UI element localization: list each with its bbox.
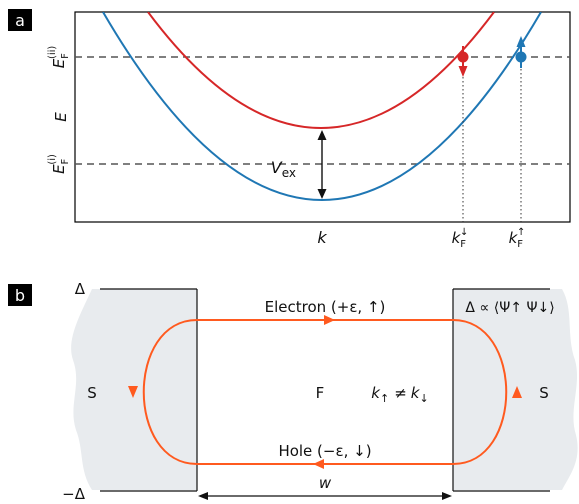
kf-up-label: kF↑ xyxy=(509,227,526,250)
width-arrowhead-left xyxy=(198,492,208,500)
panel-b-label-box xyxy=(8,284,32,306)
panel-b: b Δ −Δ Electron (+ε, ↑) Hole (−ε, ↓) Δ ∝… xyxy=(8,280,578,503)
width-label: w xyxy=(319,474,332,492)
spin-down-arrowhead xyxy=(458,66,468,77)
panel-a-label: a xyxy=(15,11,25,30)
electron-direction-arrow xyxy=(324,315,335,325)
momentum-relation: k↑ ≠ k↓ xyxy=(371,384,428,405)
plot-frame xyxy=(74,11,571,223)
exchange-gap-arrowhead-up xyxy=(317,130,327,140)
delta-bottom-label: −Δ xyxy=(62,485,86,503)
y-axis-label: E xyxy=(52,112,70,122)
ferromagnet-label: F xyxy=(316,384,325,402)
exchange-gap-arrowhead-down xyxy=(317,189,327,199)
spin-down-band xyxy=(147,12,495,129)
right-superconductor xyxy=(453,289,578,490)
order-parameter-label: Δ ∝ ⟨Ψ↑ Ψ↓⟩ xyxy=(465,300,554,316)
andreev-loop xyxy=(142,319,508,465)
hole-label: Hole (−ε, ↓) xyxy=(278,442,371,460)
left-reflection-arrow xyxy=(128,386,138,398)
right-reflection-arrow xyxy=(512,386,522,398)
kf-down-label: kF↓ xyxy=(452,227,469,250)
hole-direction-arrow xyxy=(313,459,324,469)
spin-down-fermi-point xyxy=(457,51,469,63)
electron-label: Electron (+ε, ↑) xyxy=(265,298,386,316)
fermi-level-lower-label: EF(i) xyxy=(47,154,71,174)
fermi-level-upper-label: EF(ii) xyxy=(47,46,71,69)
panel-a-label-box xyxy=(8,9,32,31)
right-s-label: S xyxy=(539,384,549,402)
panel-b-label: b xyxy=(15,286,25,305)
left-s-label: S xyxy=(87,384,97,402)
delta-top-label: Δ xyxy=(75,280,86,298)
width-arrowhead-right xyxy=(442,492,452,500)
x-axis-label: k xyxy=(317,228,327,247)
panel-a: a Vex EF(ii) E EF(i) k kF↓ kF↑ xyxy=(8,9,571,250)
exchange-gap-label: Vex xyxy=(271,158,296,180)
spin-up-band xyxy=(102,12,542,201)
spin-up-fermi-point xyxy=(515,51,527,63)
spin-up-arrowhead xyxy=(516,36,526,47)
